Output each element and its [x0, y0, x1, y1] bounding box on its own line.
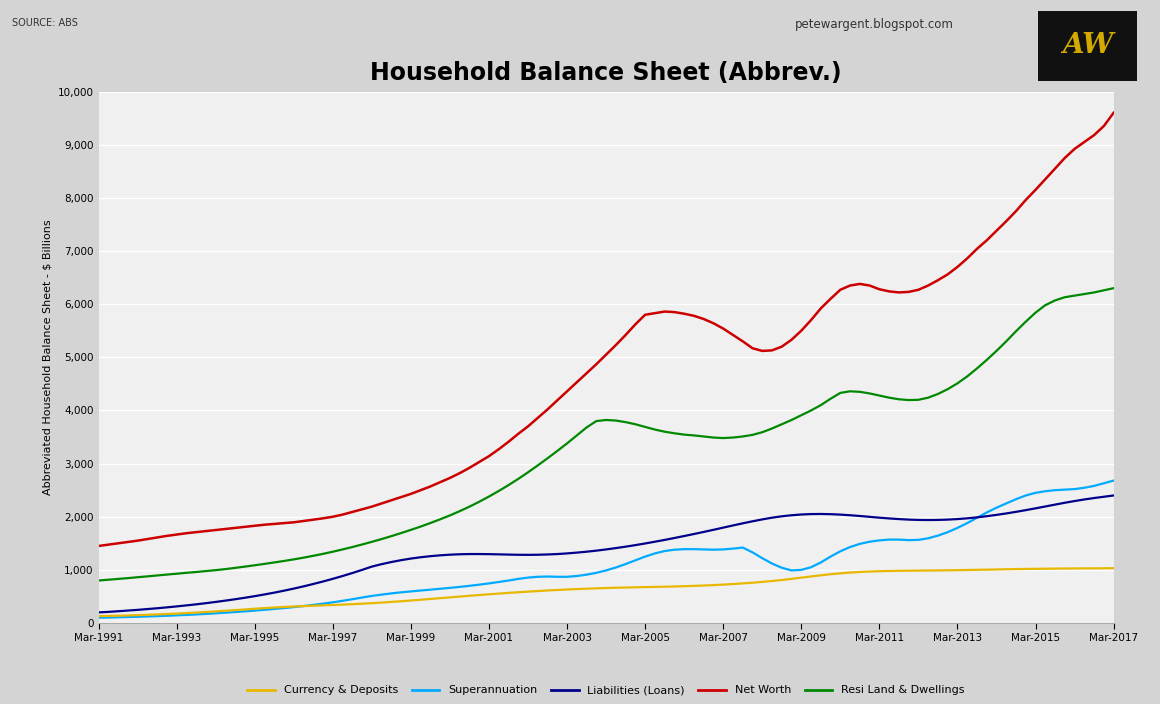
- Title: Household Balance Sheet (Abbrev.): Household Balance Sheet (Abbrev.): [370, 61, 842, 85]
- Text: SOURCE: ABS: SOURCE: ABS: [12, 18, 78, 27]
- Text: AW: AW: [1061, 32, 1114, 59]
- Legend: Currency & Deposits, Superannuation, Liabilities (Loans), Net Worth, Resi Land &: Currency & Deposits, Superannuation, Lia…: [242, 681, 970, 700]
- Text: petewargent.blogspot.com: petewargent.blogspot.com: [795, 18, 954, 30]
- Y-axis label: Abbreviated Household Balance Sheet - $ Billions: Abbreviated Household Balance Sheet - $ …: [42, 220, 52, 495]
